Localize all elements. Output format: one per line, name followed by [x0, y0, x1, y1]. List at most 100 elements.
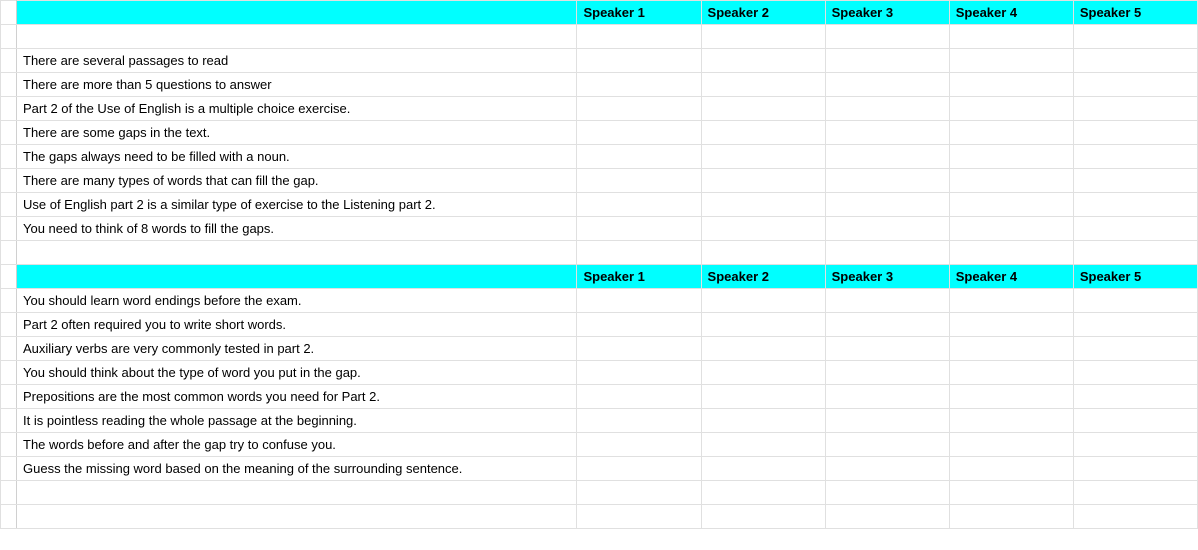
cell[interactable]: [17, 481, 577, 505]
cell[interactable]: [1073, 313, 1197, 337]
cell[interactable]: [949, 25, 1073, 49]
cell[interactable]: [949, 97, 1073, 121]
cell[interactable]: [949, 313, 1073, 337]
cell[interactable]: [701, 49, 825, 73]
cell[interactable]: [17, 25, 577, 49]
cell[interactable]: [825, 385, 949, 409]
statement-cell[interactable]: Part 2 of the Use of English is a multip…: [17, 97, 577, 121]
cell[interactable]: [949, 121, 1073, 145]
cell[interactable]: [577, 25, 701, 49]
cell[interactable]: [17, 241, 577, 265]
cell[interactable]: [701, 313, 825, 337]
cell[interactable]: [949, 361, 1073, 385]
header-speaker-3[interactable]: Speaker 3: [825, 1, 949, 25]
cell[interactable]: [1073, 97, 1197, 121]
cell[interactable]: [701, 193, 825, 217]
statement-cell[interactable]: Use of English part 2 is a similar type …: [17, 193, 577, 217]
cell[interactable]: [701, 409, 825, 433]
cell[interactable]: [701, 121, 825, 145]
cell[interactable]: [1073, 337, 1197, 361]
cell[interactable]: [1073, 457, 1197, 481]
cell[interactable]: [949, 457, 1073, 481]
cell[interactable]: [949, 49, 1073, 73]
cell[interactable]: [949, 409, 1073, 433]
cell[interactable]: [1073, 385, 1197, 409]
cell[interactable]: [577, 241, 701, 265]
cell[interactable]: [1073, 289, 1197, 313]
cell[interactable]: [825, 25, 949, 49]
statement-cell[interactable]: The gaps always need to be filled with a…: [17, 145, 577, 169]
cell[interactable]: [949, 217, 1073, 241]
cell[interactable]: [1073, 505, 1197, 529]
cell[interactable]: [701, 169, 825, 193]
header-speaker-2[interactable]: Speaker 2: [701, 1, 825, 25]
cell[interactable]: [825, 73, 949, 97]
cell[interactable]: [577, 433, 701, 457]
cell[interactable]: [825, 145, 949, 169]
cell[interactable]: [825, 49, 949, 73]
cell[interactable]: [1073, 409, 1197, 433]
cell[interactable]: [949, 73, 1073, 97]
cell[interactable]: [701, 433, 825, 457]
cell[interactable]: [577, 505, 701, 529]
header-speaker-5[interactable]: Speaker 5: [1073, 265, 1197, 289]
cell[interactable]: [1073, 145, 1197, 169]
cell[interactable]: [1073, 481, 1197, 505]
cell[interactable]: [825, 337, 949, 361]
cell[interactable]: [949, 145, 1073, 169]
cell[interactable]: [577, 49, 701, 73]
cell[interactable]: [701, 361, 825, 385]
statement-cell[interactable]: There are more than 5 questions to answe…: [17, 73, 577, 97]
cell[interactable]: [701, 505, 825, 529]
cell[interactable]: [825, 289, 949, 313]
cell[interactable]: [949, 481, 1073, 505]
cell[interactable]: [825, 361, 949, 385]
cell[interactable]: [577, 313, 701, 337]
cell[interactable]: [17, 505, 577, 529]
statement-cell[interactable]: The words before and after the gap try t…: [17, 433, 577, 457]
cell[interactable]: [701, 481, 825, 505]
cell[interactable]: [1073, 25, 1197, 49]
cell[interactable]: [701, 289, 825, 313]
statement-cell[interactable]: There are several passages to read: [17, 49, 577, 73]
header-speaker-4[interactable]: Speaker 4: [949, 265, 1073, 289]
cell[interactable]: [1073, 49, 1197, 73]
cell[interactable]: [949, 241, 1073, 265]
statement-cell[interactable]: Part 2 often required you to write short…: [17, 313, 577, 337]
cell[interactable]: [825, 241, 949, 265]
cell[interactable]: [701, 73, 825, 97]
statement-cell[interactable]: There are many types of words that can f…: [17, 169, 577, 193]
cell[interactable]: [949, 385, 1073, 409]
cell[interactable]: [577, 337, 701, 361]
cell[interactable]: [825, 169, 949, 193]
cell[interactable]: [825, 193, 949, 217]
cell[interactable]: [577, 217, 701, 241]
cell[interactable]: [825, 457, 949, 481]
statement-cell[interactable]: You need to think of 8 words to fill the…: [17, 217, 577, 241]
cell[interactable]: [1073, 241, 1197, 265]
cell[interactable]: [949, 193, 1073, 217]
header-blank[interactable]: [17, 265, 577, 289]
cell[interactable]: [701, 145, 825, 169]
cell[interactable]: [1073, 433, 1197, 457]
cell[interactable]: [1073, 193, 1197, 217]
cell[interactable]: [825, 313, 949, 337]
cell[interactable]: [577, 193, 701, 217]
cell[interactable]: [1073, 73, 1197, 97]
cell[interactable]: [577, 73, 701, 97]
cell[interactable]: [701, 217, 825, 241]
statement-cell[interactable]: Guess the missing word based on the mean…: [17, 457, 577, 481]
cell[interactable]: [949, 433, 1073, 457]
header-speaker-1[interactable]: Speaker 1: [577, 1, 701, 25]
statement-cell[interactable]: It is pointless reading the whole passag…: [17, 409, 577, 433]
cell[interactable]: [949, 505, 1073, 529]
cell[interactable]: [825, 121, 949, 145]
cell[interactable]: [701, 97, 825, 121]
cell[interactable]: [825, 505, 949, 529]
statement-cell[interactable]: You should think about the type of word …: [17, 361, 577, 385]
cell[interactable]: [825, 97, 949, 121]
statement-cell[interactable]: Auxiliary verbs are very commonly tested…: [17, 337, 577, 361]
cell[interactable]: [577, 145, 701, 169]
cell[interactable]: [825, 409, 949, 433]
cell[interactable]: [577, 385, 701, 409]
